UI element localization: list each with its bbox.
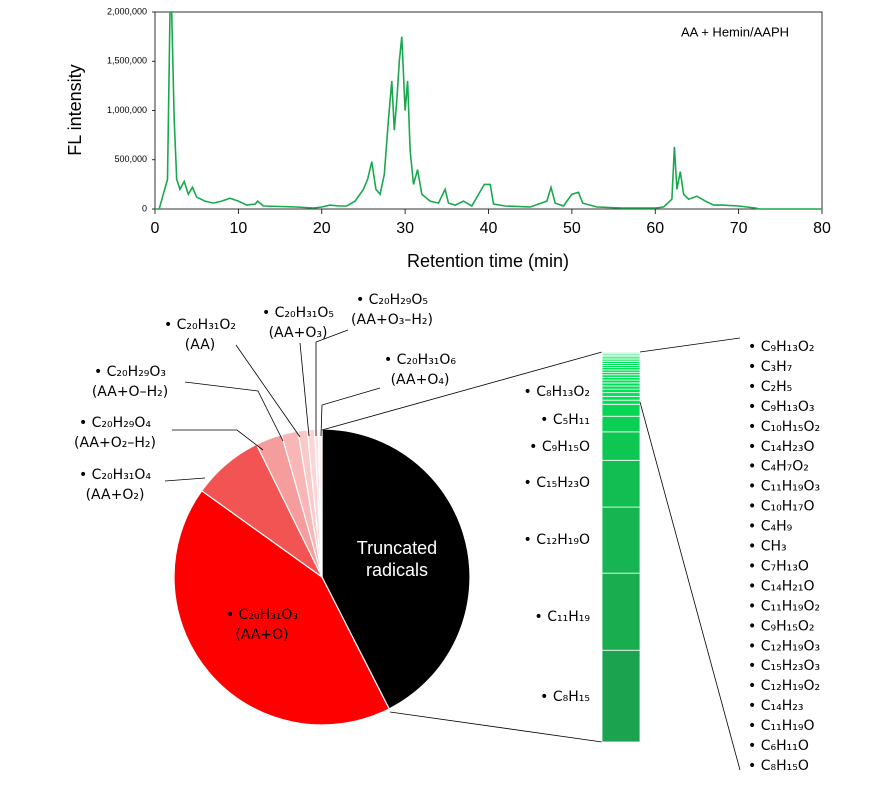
plot-frame	[154, 11, 823, 210]
bar-list-label: • C₁₄H₂₁O	[748, 578, 814, 594]
bar-segment	[601, 395, 641, 401]
leader-line	[164, 477, 206, 482]
connector	[321, 351, 603, 431]
pie-slice	[173, 489, 390, 726]
bar-segment	[601, 506, 641, 574]
bar-list-label: • C₆H₁₁O	[748, 738, 809, 754]
x-tick-label: 40	[480, 220, 498, 237]
bar-list-label: • C₈H₁₅O	[748, 758, 809, 774]
pie-sublabel: (AA+O₂)	[86, 487, 145, 503]
pie-slice	[317, 428, 323, 578]
bar-segment	[601, 379, 641, 384]
x-tick-label: 0	[151, 220, 160, 237]
connector	[639, 401, 741, 771]
leader-line	[320, 387, 381, 437]
bar-list-label: • C₂H₅	[748, 379, 792, 395]
bar-segment	[601, 382, 641, 387]
pie-label: • C₂₀H₃₁O₄	[79, 467, 151, 483]
bar-label: • C₁₅H₂₃O	[524, 475, 590, 491]
x-tick-label: 10	[229, 220, 247, 237]
x-tick-label: 70	[730, 220, 748, 237]
annotation: AA + Hemin/AAPH	[681, 24, 789, 39]
bar-list-label: • C₃H₇	[748, 359, 792, 375]
leader-line	[315, 329, 349, 436]
x-tick-label: 60	[646, 220, 664, 237]
bar-list-label: • C₁₂H₁₉O₃	[748, 638, 820, 654]
x-tick-label: 50	[563, 220, 581, 237]
bar-list-label: • C₁₂H₁₉O₂	[748, 678, 820, 694]
pie-label: • C₂₀H₂₉O₃	[94, 364, 166, 380]
bar-list-label: • C₇H₁₃O	[748, 558, 809, 574]
y-tick-label: 1,500,000	[107, 56, 147, 66]
pie-sublabel: (AA+O₃–H₂)	[351, 312, 433, 328]
bar-list-label: • C₄H₇O₂	[748, 459, 809, 475]
bar-list-label: • C₁₁H₁₉O₂	[748, 598, 820, 614]
bar-list-label: • C₁₀H₁₇O	[748, 499, 814, 515]
bar-segment	[601, 392, 641, 397]
bar-segment	[601, 351, 641, 354]
bar-segment	[601, 385, 641, 390]
chromatogram-line	[155, 11, 822, 210]
pie-label: • C₂₀H₃₁O₃	[226, 607, 298, 623]
bar-segment	[601, 431, 641, 461]
pie-label: • C₂₀H₃₁O₂	[164, 317, 236, 333]
y-tick-label: 2,000,000	[107, 6, 147, 16]
bar-list-label: • C₁₀H₁₅O₂	[748, 419, 820, 435]
x-tick-label: 30	[396, 220, 414, 237]
pie-sublabel: (AA+O₂–H₂)	[74, 435, 156, 451]
y-tick-label: 0	[142, 203, 147, 213]
bar-segment	[601, 403, 641, 417]
bar-label: • C₈H₁₅	[540, 689, 590, 705]
bar-list-label: • C₁₄H₂₃O	[748, 439, 814, 455]
x-axis-title: Retention time (min)	[407, 251, 569, 271]
bar-label: • C₁₂H₁₉O	[524, 532, 590, 548]
pie-label: • C₂₀H₂₉O₄	[79, 415, 151, 431]
bar-segment	[601, 572, 641, 651]
pie-label: • C₂₀H₂₉O₅	[356, 292, 428, 308]
pie-sublabel: (AA)	[185, 337, 215, 353]
connector	[389, 711, 603, 743]
leader-line	[172, 429, 264, 451]
bar-list-label: • C₁₁H₁₉O₃	[748, 479, 820, 495]
pie-label: • C₂₀H₃₁O₆	[384, 352, 456, 368]
bar-segment	[601, 459, 641, 508]
bar-list-label: • C₁₄H₂₃	[748, 698, 803, 714]
bar-list-label: • C₉H₁₅O₂	[748, 618, 814, 634]
leader-line	[299, 342, 310, 437]
x-tick-label: 80	[813, 220, 831, 237]
y-axis-title: FL intensity	[65, 64, 85, 155]
bar-segment	[601, 415, 641, 433]
bar-label: • C₁₁H₁₉	[535, 609, 591, 625]
bar-label: • C₅H₁₁	[540, 412, 590, 428]
connector	[639, 337, 741, 353]
bar-label: • C₉H₁₅O	[529, 439, 590, 455]
bar-list-label: • C₉H₁₃O₃	[748, 399, 814, 415]
y-tick-label: 500,000	[114, 154, 147, 164]
bar-label: • C₈H₁₃O₂	[524, 384, 590, 400]
bar-list-label: • C₁₁H₁₉O	[748, 718, 814, 734]
y-tick-label: 1,000,000	[107, 105, 147, 115]
pie-sublabel: (AA+O–H₂)	[92, 384, 168, 400]
bar-list-label: • C₁₅H₂₃O₃	[748, 658, 820, 674]
pie-sublabel: (AA+O)	[235, 627, 288, 643]
bar-segment	[601, 649, 641, 743]
pie-label: • C₂₀H₃₁O₅	[262, 305, 334, 321]
x-tick-label: 20	[313, 220, 331, 237]
bar-list-label: • C₉H₁₃O₂	[748, 339, 814, 355]
pie-center-label-box: Truncated radicals	[356, 538, 438, 580]
bar-segment	[601, 399, 641, 405]
bar-segment	[601, 388, 641, 394]
leader-line	[235, 344, 301, 438]
bar-list-label: • C₄H₉	[748, 519, 793, 535]
bar-list-label: • CH₃	[748, 539, 787, 555]
pie-label: Truncated radicals	[356, 538, 438, 580]
pie-sublabel: (AA+O₃)	[269, 325, 328, 341]
pie-sublabel: (AA+O₄)	[391, 372, 450, 388]
leader-line	[184, 381, 284, 442]
pie-slice	[321, 428, 471, 710]
bar-segment	[601, 376, 641, 381]
